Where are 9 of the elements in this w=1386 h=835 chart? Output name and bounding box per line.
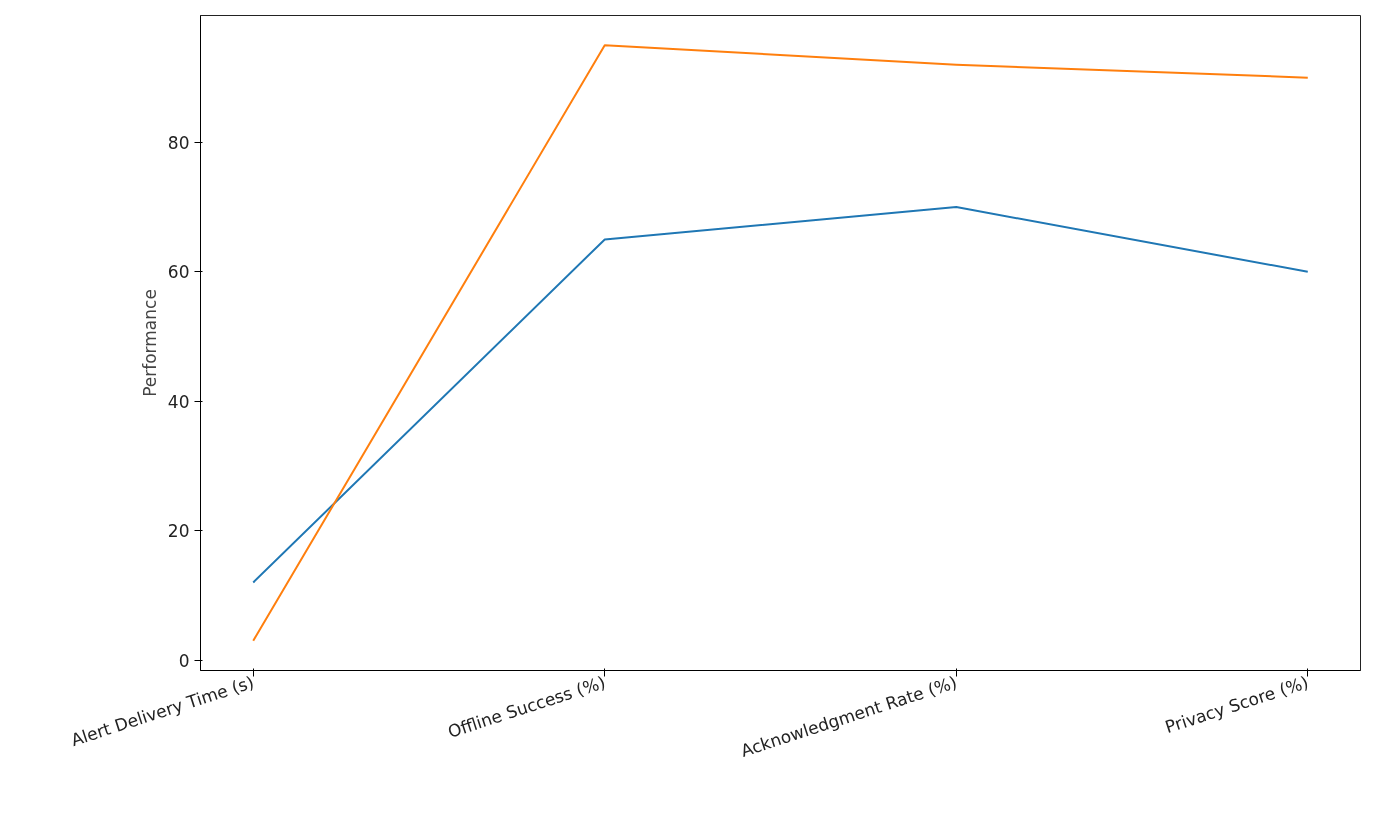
y-tick-label: 20 [167, 521, 190, 542]
y-tick-label: 60 [167, 262, 190, 283]
x-tick-label: Privacy Score (%) [1162, 671, 1311, 738]
y-tick-label: 80 [167, 132, 190, 153]
line-series [252, 44, 1309, 642]
y-tick-label: 0 [178, 650, 190, 671]
line-series [252, 206, 1309, 584]
y-axis-title: Performance [139, 289, 160, 397]
y-tick-label: 40 [167, 391, 190, 412]
